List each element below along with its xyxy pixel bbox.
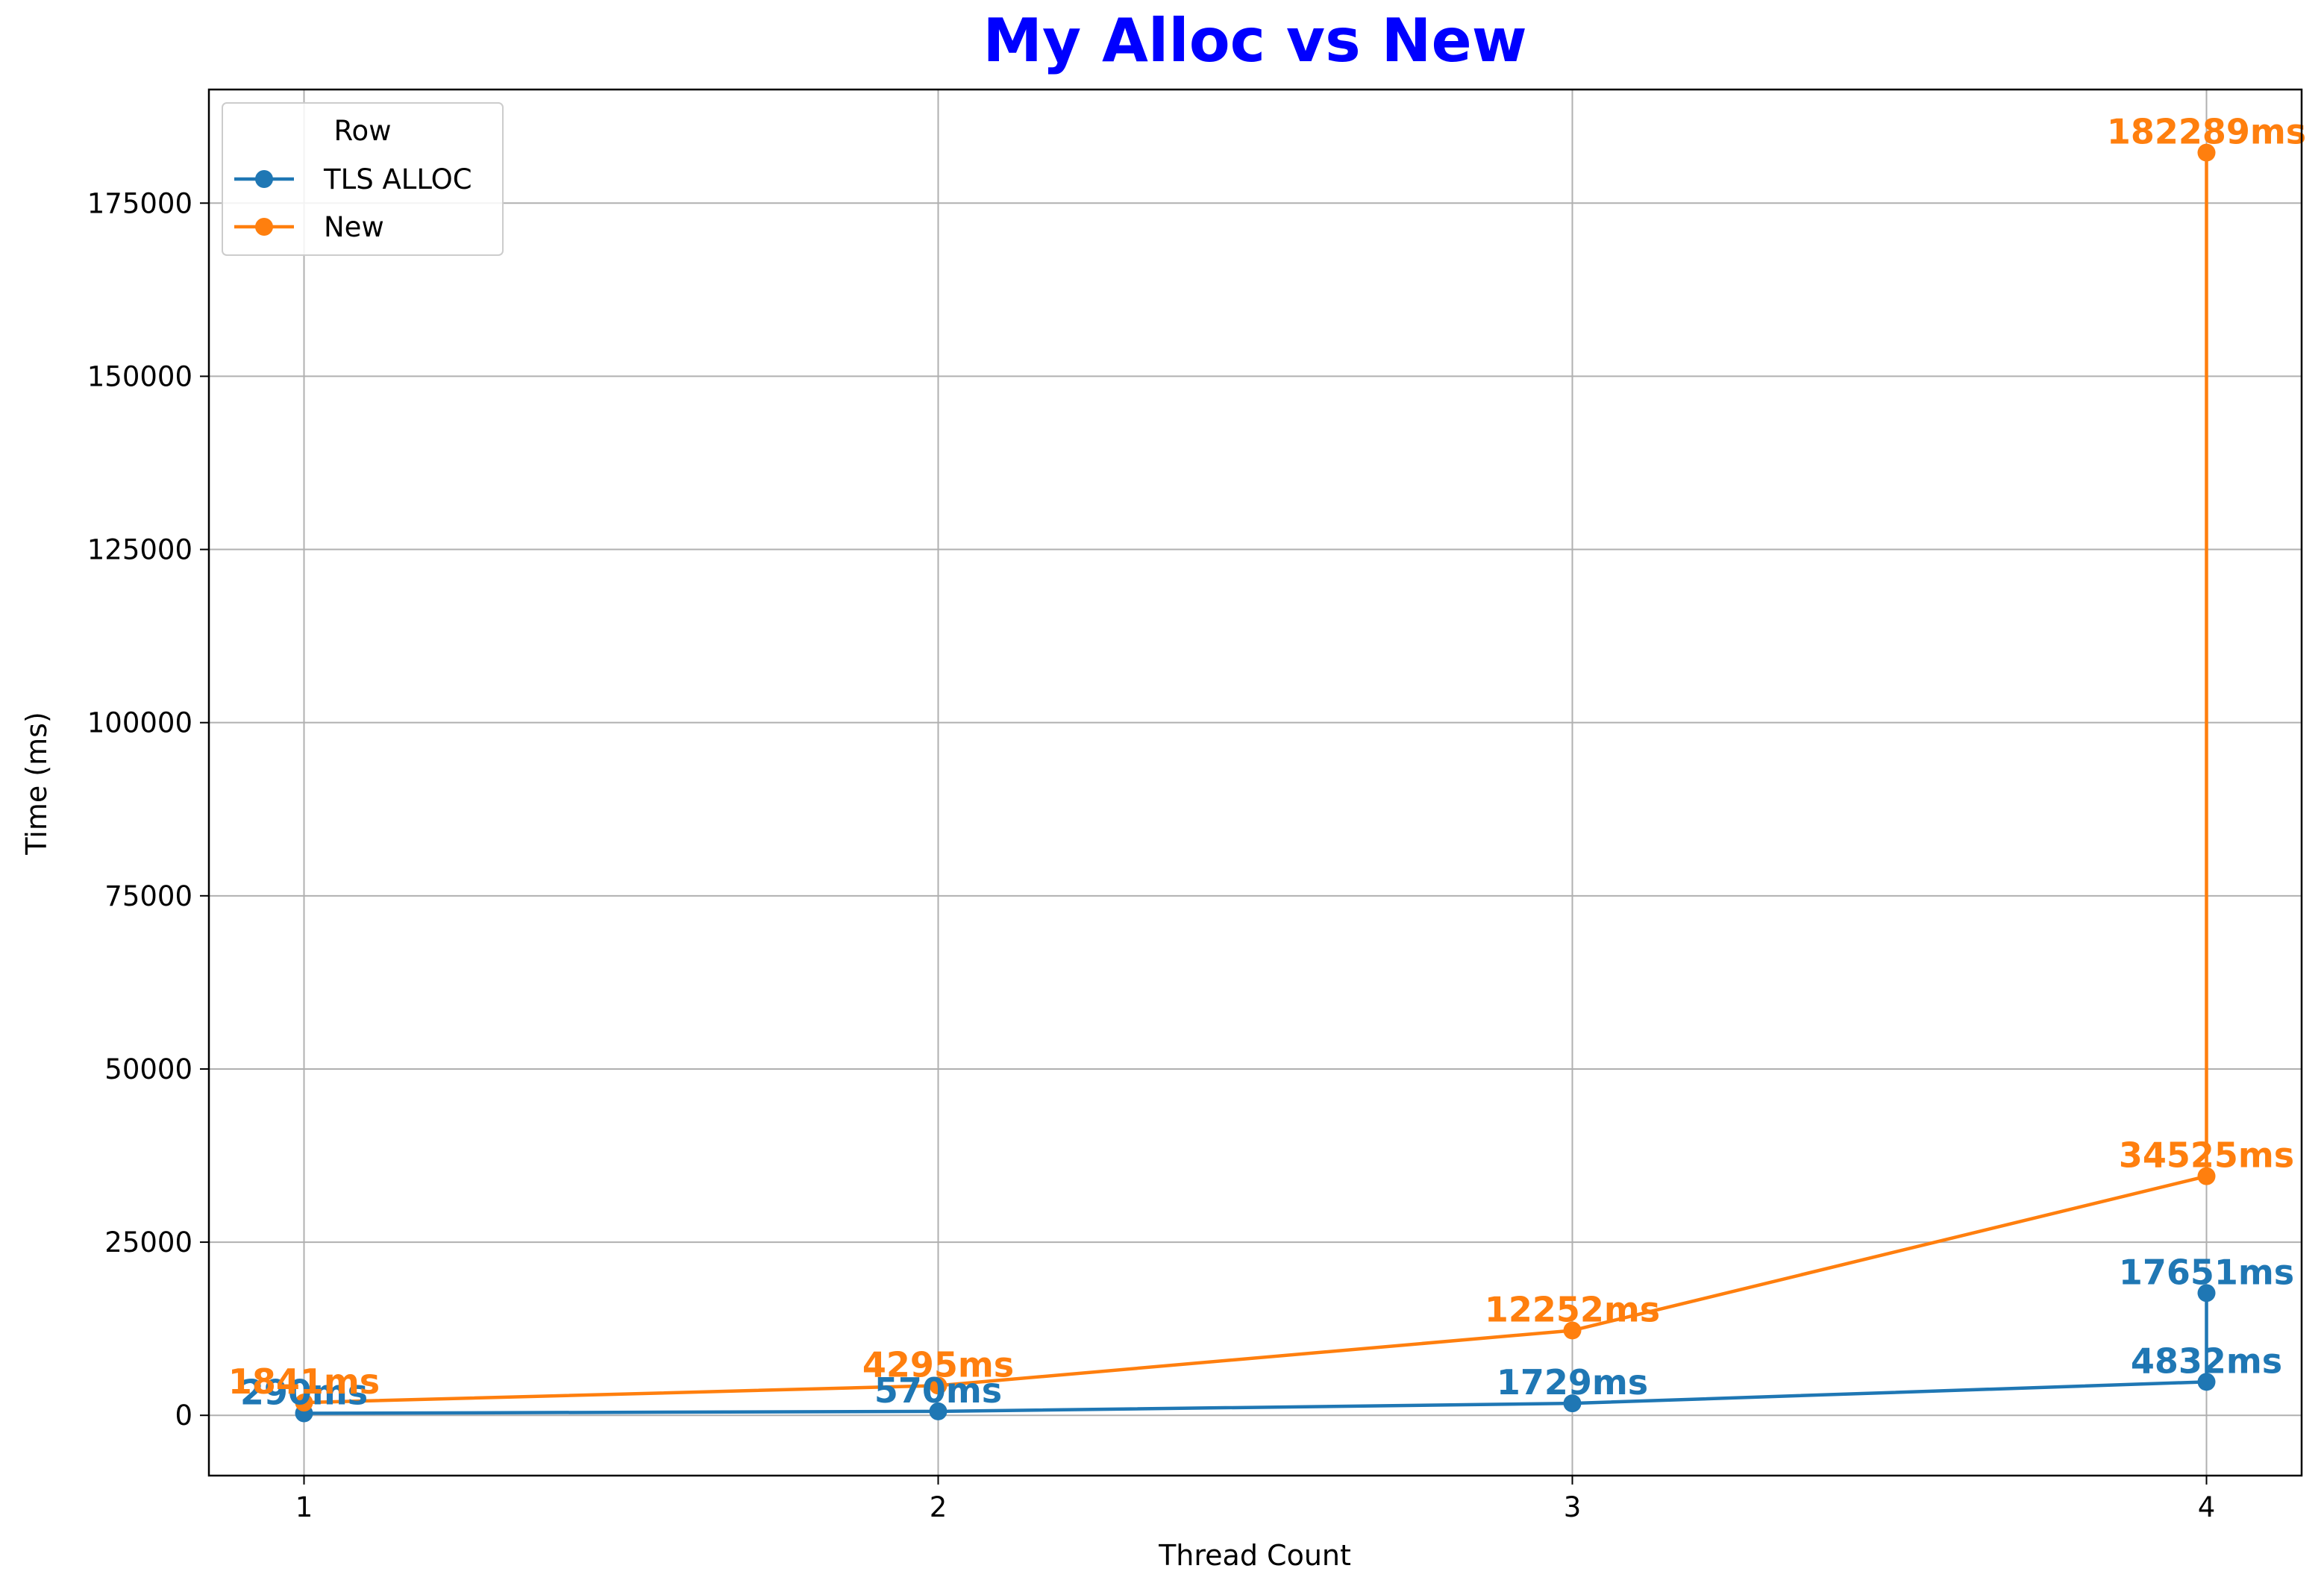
data-point-tls-alloc: [2197, 1373, 2216, 1391]
legend-marker-new: [255, 218, 273, 236]
data-label-new: 4295ms: [862, 1344, 1014, 1385]
x-tick-label: 3: [1564, 1491, 1582, 1523]
chart-title: My Alloc vs New: [983, 6, 1526, 75]
y-tick-label: 125000: [87, 534, 192, 566]
legend: Row TLS ALLOC New: [222, 102, 504, 256]
x-axis-label: Thread Count: [1158, 1539, 1351, 1572]
y-tick-label: 175000: [87, 187, 192, 219]
x-tick-label: 1: [295, 1491, 313, 1523]
data-label-new: 182289ms: [2107, 112, 2306, 152]
legend-title: Row: [334, 115, 392, 147]
data-label-tls-alloc: 570ms: [874, 1370, 1002, 1411]
plot-area-frame: [207, 88, 2303, 1477]
data-label-tls-alloc: 290ms: [240, 1373, 368, 1413]
y-tick-label: 150000: [87, 360, 192, 392]
data-point-new: [1563, 1321, 1582, 1340]
x-tick-label: 4: [2198, 1491, 2216, 1523]
data-label-tls-alloc: 1729ms: [1497, 1362, 1648, 1402]
data-point-tls-alloc: [929, 1402, 948, 1420]
data-point-new: [2197, 143, 2216, 162]
y-tick-label: 75000: [104, 880, 192, 912]
tick-layer: 1 2 3 4 0 25000 50000 75000 100000 125000 150000 17…: [87, 187, 2216, 1523]
data-label-layer: 290ms 570ms 1729ms 4832ms 17651ms 1841ms 4295m…: [228, 112, 2306, 1413]
legend-label-tls-alloc: TLS ALLOC: [323, 163, 472, 195]
legend-label-new: New: [324, 211, 384, 243]
data-point-tls-alloc: [2197, 1284, 2216, 1303]
data-label-tls-alloc: 17651ms: [2119, 1252, 2294, 1292]
data-label-tls-alloc: 4832ms: [2131, 1341, 2282, 1381]
data-label-new: 34525ms: [2119, 1135, 2294, 1176]
y-tick-label: 50000: [104, 1053, 192, 1085]
data-point-new: [929, 1376, 948, 1395]
x-tick-label: 2: [930, 1491, 948, 1523]
data-point-tls-alloc: [1563, 1394, 1582, 1413]
legend-items: TLS ALLOC New: [234, 163, 472, 243]
data-point-new: [295, 1394, 313, 1412]
grid-layer: [209, 90, 2302, 1476]
legend-marker-tls-alloc: [255, 170, 273, 188]
data-point-new: [2197, 1167, 2216, 1185]
data-label-new: 12252ms: [1485, 1289, 1660, 1329]
series-layer: [295, 143, 2216, 1423]
y-axis-label: Time (ms): [20, 712, 53, 856]
y-tick-label: 100000: [87, 707, 192, 739]
data-label-new: 1841ms: [228, 1361, 380, 1402]
y-tick-label: 25000: [104, 1226, 192, 1259]
y-tick-label: 0: [175, 1399, 192, 1432]
legend-box: [222, 102, 504, 256]
